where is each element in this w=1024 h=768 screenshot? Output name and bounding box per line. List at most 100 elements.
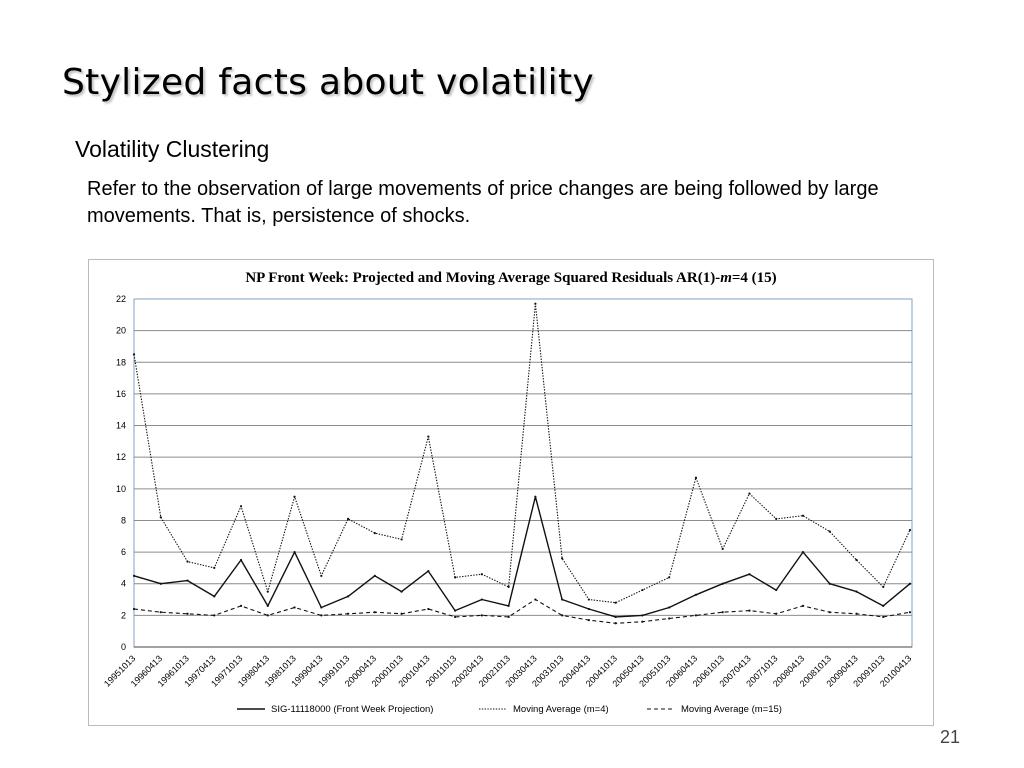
series-3-point xyxy=(587,619,590,622)
series-1-point xyxy=(748,573,751,576)
series-3-point xyxy=(561,614,564,617)
series-2-point xyxy=(427,435,430,438)
series-1-point xyxy=(828,582,831,585)
series-2-point xyxy=(908,528,912,532)
y-tick-label: 10 xyxy=(116,484,126,494)
y-tick-label: 2 xyxy=(121,610,126,620)
y-tick-label: 6 xyxy=(121,547,126,557)
series-1-point xyxy=(534,495,537,498)
series-2-point xyxy=(454,576,457,579)
series-1-point xyxy=(213,595,216,598)
series-2-point xyxy=(400,538,403,541)
series-2-point xyxy=(480,573,483,576)
series-line-3 xyxy=(133,598,911,624)
series-2-point xyxy=(132,353,136,356)
series-1-point xyxy=(373,574,376,577)
series-1-point xyxy=(641,614,644,617)
series-1-point xyxy=(587,607,590,611)
series-3-point xyxy=(641,620,644,623)
series-3-point xyxy=(346,612,350,615)
series-3-point xyxy=(694,614,698,617)
series-2-point xyxy=(561,557,564,560)
y-tick-label: 8 xyxy=(121,515,126,525)
series-2-point xyxy=(694,476,698,479)
legend-entry-3: Moving Average (m=15) xyxy=(681,704,782,715)
series-2-point xyxy=(239,505,243,508)
series-3-point xyxy=(855,612,858,615)
series-3-point xyxy=(373,611,376,614)
series-1-point xyxy=(346,595,350,598)
series-1-point xyxy=(882,604,885,607)
series-2-point xyxy=(159,516,162,519)
slide-title: Stylized facts about volatility xyxy=(62,62,595,103)
series-3-point xyxy=(534,598,537,601)
y-tick-label: 12 xyxy=(116,452,126,462)
series-1-point xyxy=(668,606,671,609)
series-1-point xyxy=(694,593,698,596)
series-3-point xyxy=(186,612,189,615)
series-2-point xyxy=(801,514,805,517)
series-2-point xyxy=(614,601,617,604)
series-1-point xyxy=(721,582,724,585)
chart-title: NP Front Week: Projected and Moving Aver… xyxy=(89,270,933,287)
series-2-point xyxy=(213,566,216,570)
series-1-point xyxy=(454,609,457,612)
series-1-point xyxy=(400,590,403,593)
y-tick-label: 16 xyxy=(116,389,126,399)
series-3-point xyxy=(614,622,617,625)
series-1-point xyxy=(801,550,805,554)
series-3-point xyxy=(828,611,831,614)
series-3-point xyxy=(293,606,296,609)
series-3-point xyxy=(507,615,510,619)
chart-title-part-1: NP Front Week: Projected and Moving Aver… xyxy=(245,270,721,286)
series-3-point xyxy=(213,614,216,617)
legend-entry-1: SIG-11118000 (Front Week Projection) xyxy=(271,704,433,715)
series-3-point xyxy=(775,612,778,615)
legend-entry-2: Moving Average (m=4) xyxy=(513,704,609,715)
series-2-point xyxy=(748,492,751,495)
y-tick-label: 14 xyxy=(116,421,126,431)
series-1-point xyxy=(855,590,858,593)
series-2-point xyxy=(828,530,831,533)
series-2-point xyxy=(507,585,510,588)
chart-title-part-3: =4 (15) xyxy=(731,270,777,286)
series-1-point xyxy=(614,615,617,619)
series-3-point xyxy=(400,612,403,615)
plot-area xyxy=(133,298,913,648)
series-3-point xyxy=(748,609,751,612)
series-3-point xyxy=(454,615,457,619)
series-2-point xyxy=(668,576,671,579)
chart-title-part-2: m xyxy=(720,270,732,286)
series-2-point xyxy=(721,547,724,551)
chart-frame: NP Front Week: Projected and Moving Aver… xyxy=(88,259,934,726)
series-1-point xyxy=(320,606,323,609)
series-1-point xyxy=(132,574,136,577)
y-tick-label: 0 xyxy=(121,642,126,652)
series-1-point xyxy=(480,598,483,601)
slide-body-text: Refer to the observation of large moveme… xyxy=(87,178,879,227)
y-tick-label: 18 xyxy=(116,357,126,367)
series-3-point xyxy=(320,614,323,617)
series-3-point xyxy=(266,614,269,617)
series-line-1 xyxy=(133,496,911,618)
series-2-point xyxy=(641,588,644,592)
series-3-point xyxy=(668,617,671,620)
series-line-2 xyxy=(133,303,911,604)
volatility-line-chart: 0246810121416182022199510131996041319961… xyxy=(102,294,913,715)
series-3-point xyxy=(882,615,885,619)
series-1-point xyxy=(427,569,430,573)
series-1-point xyxy=(159,582,162,585)
series-1-point xyxy=(293,550,296,554)
series-2-point xyxy=(320,574,323,577)
series-1-point xyxy=(561,598,564,601)
series-3-point xyxy=(721,611,724,614)
series-2-point xyxy=(587,598,590,601)
series-2-point xyxy=(186,560,189,563)
series-2-point xyxy=(373,532,376,535)
series-1-point xyxy=(507,604,510,607)
series-1-point xyxy=(775,588,778,592)
series-3-point xyxy=(427,607,430,611)
series-1-point xyxy=(186,579,189,582)
y-tick-label: 22 xyxy=(116,294,126,304)
series-2-point xyxy=(534,302,537,305)
